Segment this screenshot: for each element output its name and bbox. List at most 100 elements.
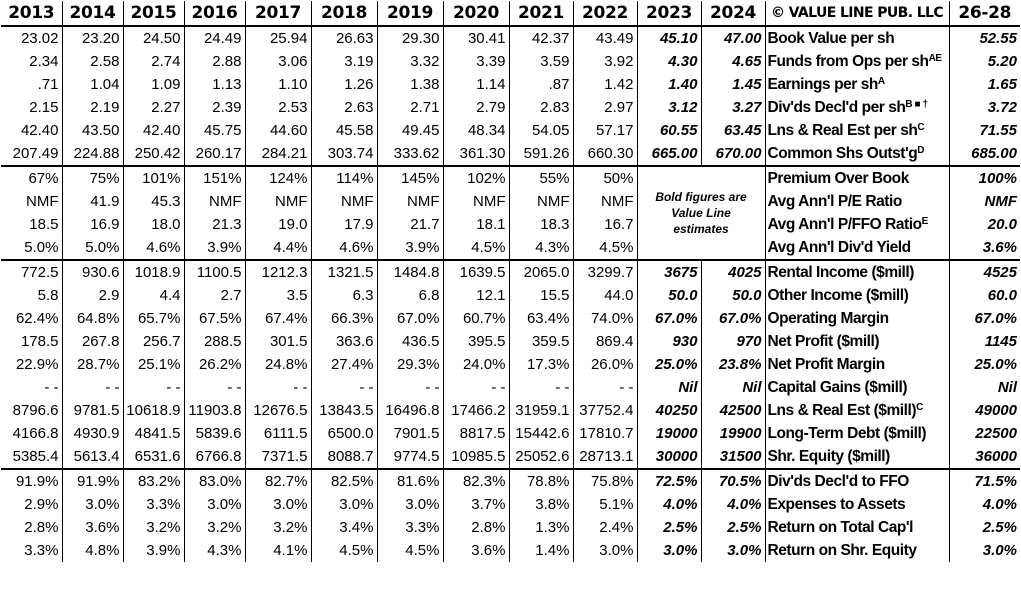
projection-value: 25.0% [974,355,1017,373]
value-cell: 60.55 [637,119,702,142]
year-header-cell: 2016 [184,1,246,27]
value-cell: 13843.5 [311,399,378,422]
value-cell: 81.6% [377,469,444,493]
value-cell: 3.0% [311,493,378,516]
value-cell: NMF [443,190,510,213]
value-cell: - - [123,376,185,399]
value-cell: 3.0% [637,539,702,562]
value-cell: 55% [509,166,574,190]
value-cell: 6.8 [377,284,444,307]
value-cell: 3299.7 [573,260,638,284]
data-row: 2.15 2.19 2.27 2.39 2.53 2.63 2.71 2.79 2.83 2.97… [1,96,1020,119]
value-cell: 114% [311,166,378,190]
value-cell: 1100.5 [184,260,246,284]
value-cell: NMF [573,190,638,213]
row-label-text: Net Profit Margin [767,355,886,373]
row-label-text: Shr. Equity ($mill) [767,447,891,465]
value-cell: 1.04 [62,73,124,96]
projection-value: NMF [984,192,1018,210]
data-row: 178.5 267.8 256.7 288.5 301.5 363.6 436.5 395.5… [1,330,1020,353]
value-cell: - - [443,376,510,399]
value-cell: 3.19 [311,50,378,73]
value-cell: Nil [701,376,766,399]
value-cell: 17810.7 [573,422,638,445]
value-cell: 4166.8 [1,422,63,445]
projection-value: 71.55 [979,121,1017,139]
data-row: 4166.8 4930.9 4841.5 5839.6 6111.5 6500.0 7901… [1,422,1020,445]
value-cell: 359.5 [509,330,574,353]
value-cell: 670.00 [701,142,766,167]
value-cell: 60.7% [443,307,510,330]
value-cell: 3.39 [443,50,510,73]
row-label-text: Rental Income ($mill) [767,263,915,281]
value-cell: - - [573,376,638,399]
estimates-note-line: Bold figures are [655,190,747,204]
value-cell: 1.42 [573,73,638,96]
value-cell: 1.38 [377,73,444,96]
value-cell: 72.5% [637,469,702,493]
value-cell: 23.20 [62,26,124,50]
row-label-text: Lns & Real Est ($mill) [767,401,917,419]
projection-value: 100% [978,169,1017,187]
value-cell: 260.17 [184,142,246,167]
value-cell: 18.1 [443,213,510,236]
value-cell: 25052.6 [509,445,574,470]
value-cell: 3.32 [377,50,444,73]
value-cell: 301.5 [245,330,312,353]
value-cell: 333.62 [377,142,444,167]
value-cell: 3.3% [123,493,185,516]
footnote-marker: B ■ † [905,98,928,110]
data-row: 207.49 224.88 250.42 260.17 284.21 303.74 333.… [1,142,1020,167]
row-label: Div'ds Decl'd per shB ■ † [765,96,950,119]
projection-value: 49000 [975,401,1017,419]
value-cell: 25.1% [123,353,185,376]
value-cell: 4.0% [637,493,702,516]
value-cell: 3.92 [573,50,638,73]
value-cell: 145% [377,166,444,190]
value-cell: 1484.8 [377,260,444,284]
value-cell: 26.63 [311,26,378,50]
value-cell: 78.8% [509,469,574,493]
value-cell: 2.58 [62,50,124,73]
value-cell: 2.34 [1,50,63,73]
value-cell: 267.8 [62,330,124,353]
value-cell: 3.9% [377,236,444,261]
value-cell: 5.8 [1,284,63,307]
value-cell: 24.50 [123,26,185,50]
value-cell: 930.6 [62,260,124,284]
value-cell: 70.5% [701,469,766,493]
value-cell: 303.74 [311,142,378,167]
value-cell: 67.0% [701,307,766,330]
value-cell: 101% [123,166,185,190]
value-cell: 50.0 [701,284,766,307]
value-cell: Nil [637,376,702,399]
row-label: Other Income ($mill) [765,284,950,307]
value-cell: 3.6% [62,516,124,539]
row-label: Div'ds Decl'd to FFO [765,469,950,493]
projection-value: 5.20 [987,52,1017,70]
row-label: Earnings per shA [765,73,950,96]
value-cell: 45.75 [184,119,246,142]
value-cell: 124% [245,166,312,190]
value-cell: 178.5 [1,330,63,353]
value-cell: 3675 [637,260,702,284]
data-row: 5.8 2.9 4.4 2.7 3.5 6.3 6.8 12.1 15.5 44.0 50.0 50.… [1,284,1020,307]
value-cell: 1321.5 [311,260,378,284]
value-cell: 63.45 [701,119,766,142]
value-cell: NMF [184,190,246,213]
value-cell: 8088.7 [311,445,378,470]
value-cell: 49.45 [377,119,444,142]
value-cell: 17.3% [509,353,574,376]
year-header-cell: 2021 [509,1,574,27]
value-cell: 9774.5 [377,445,444,470]
value-cell: 44.60 [245,119,312,142]
row-label-text: Other Income ($mill) [767,286,909,304]
value-cell: 31500 [701,445,766,470]
value-cell: 3.9% [123,539,185,562]
value-cell: 5613.4 [62,445,124,470]
value-cell: NMF [311,190,378,213]
value-cell: 54.05 [509,119,574,142]
value-cell: 288.5 [184,330,246,353]
value-cell: 24.49 [184,26,246,50]
value-cell: 19.0 [245,213,312,236]
